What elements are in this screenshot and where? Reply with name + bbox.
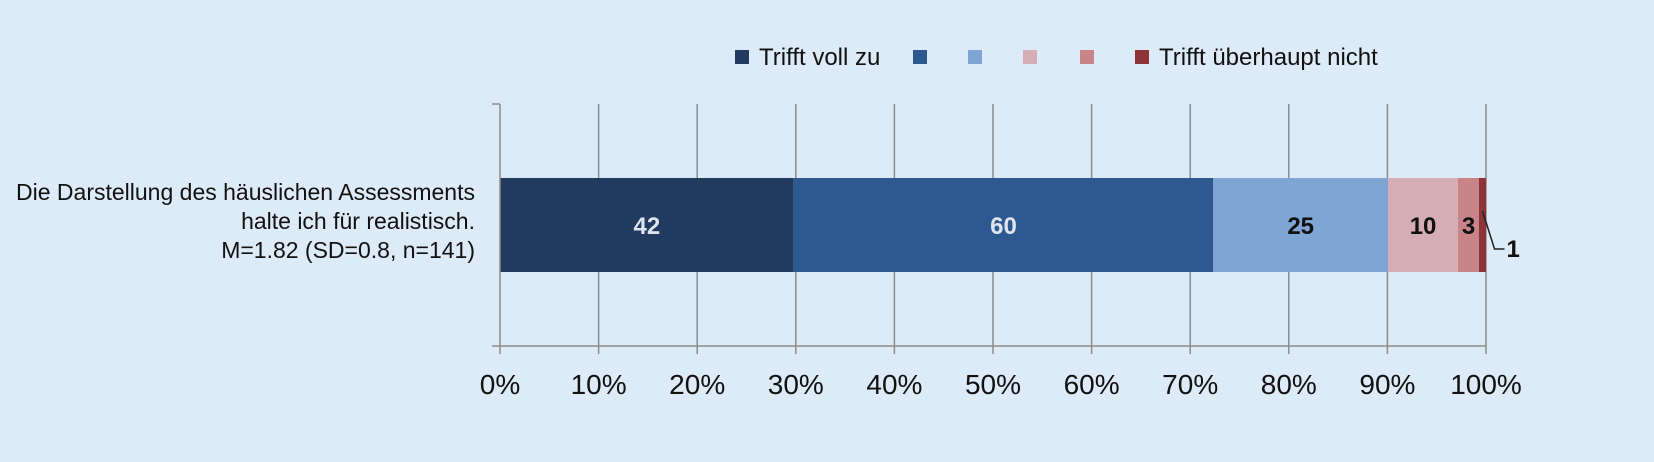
data-label: 1 — [1507, 236, 1520, 263]
legend: Trifft voll zu Trifft überhaupt nicht — [735, 44, 1378, 71]
x-tick-label: 40% — [866, 369, 922, 400]
bar-segment — [1388, 178, 1459, 272]
x-tick-label: 100% — [1450, 369, 1522, 400]
x-tick-label: 70% — [1162, 369, 1218, 400]
bar-segment — [1479, 178, 1486, 272]
bars: 42 60 25 10 3 1 — [500, 178, 1520, 272]
data-label: 10 — [1410, 213, 1437, 240]
x-tick-label: 10% — [571, 369, 627, 400]
category-labels: Die Darstellung des häuslichen Assessmen… — [16, 179, 475, 263]
x-tick-label: 60% — [1064, 369, 1120, 400]
legend-label: Trifft überhaupt nicht — [1159, 44, 1378, 71]
bar-segment — [793, 178, 1214, 272]
x-tick-label: 20% — [669, 369, 725, 400]
bar-segment — [1213, 178, 1389, 272]
legend-swatch — [913, 50, 927, 64]
legend-swatch — [1080, 50, 1094, 64]
category-label-line: M=1.82 (SD=0.8, n=141) — [221, 237, 475, 263]
x-tick-label: 50% — [965, 369, 1021, 400]
legend-swatch — [735, 50, 749, 64]
x-tick-label: 0% — [480, 369, 520, 400]
data-label: 42 — [633, 213, 660, 240]
axes: 0% 10% 20% 30% 40% 50% 60% 70% 80% 90% 100% — [480, 103, 1522, 400]
legend-label: Trifft voll zu — [759, 44, 880, 71]
x-tick-label: 30% — [768, 369, 824, 400]
data-label: 25 — [1287, 213, 1314, 240]
category-label-line: halte ich für realistisch. — [241, 208, 475, 234]
bar-segment — [500, 178, 794, 272]
x-tick-label: 90% — [1359, 369, 1415, 400]
x-tick-label: 80% — [1261, 369, 1317, 400]
data-label: 3 — [1462, 213, 1475, 240]
data-label-leader — [1481, 210, 1505, 250]
legend-swatch — [1023, 50, 1037, 64]
category-label-line: Die Darstellung des häuslichen Assessmen… — [16, 179, 475, 205]
legend-swatch — [1135, 50, 1149, 64]
data-label: 60 — [990, 213, 1017, 240]
bar-segment — [1458, 178, 1480, 272]
legend-swatch — [968, 50, 982, 64]
